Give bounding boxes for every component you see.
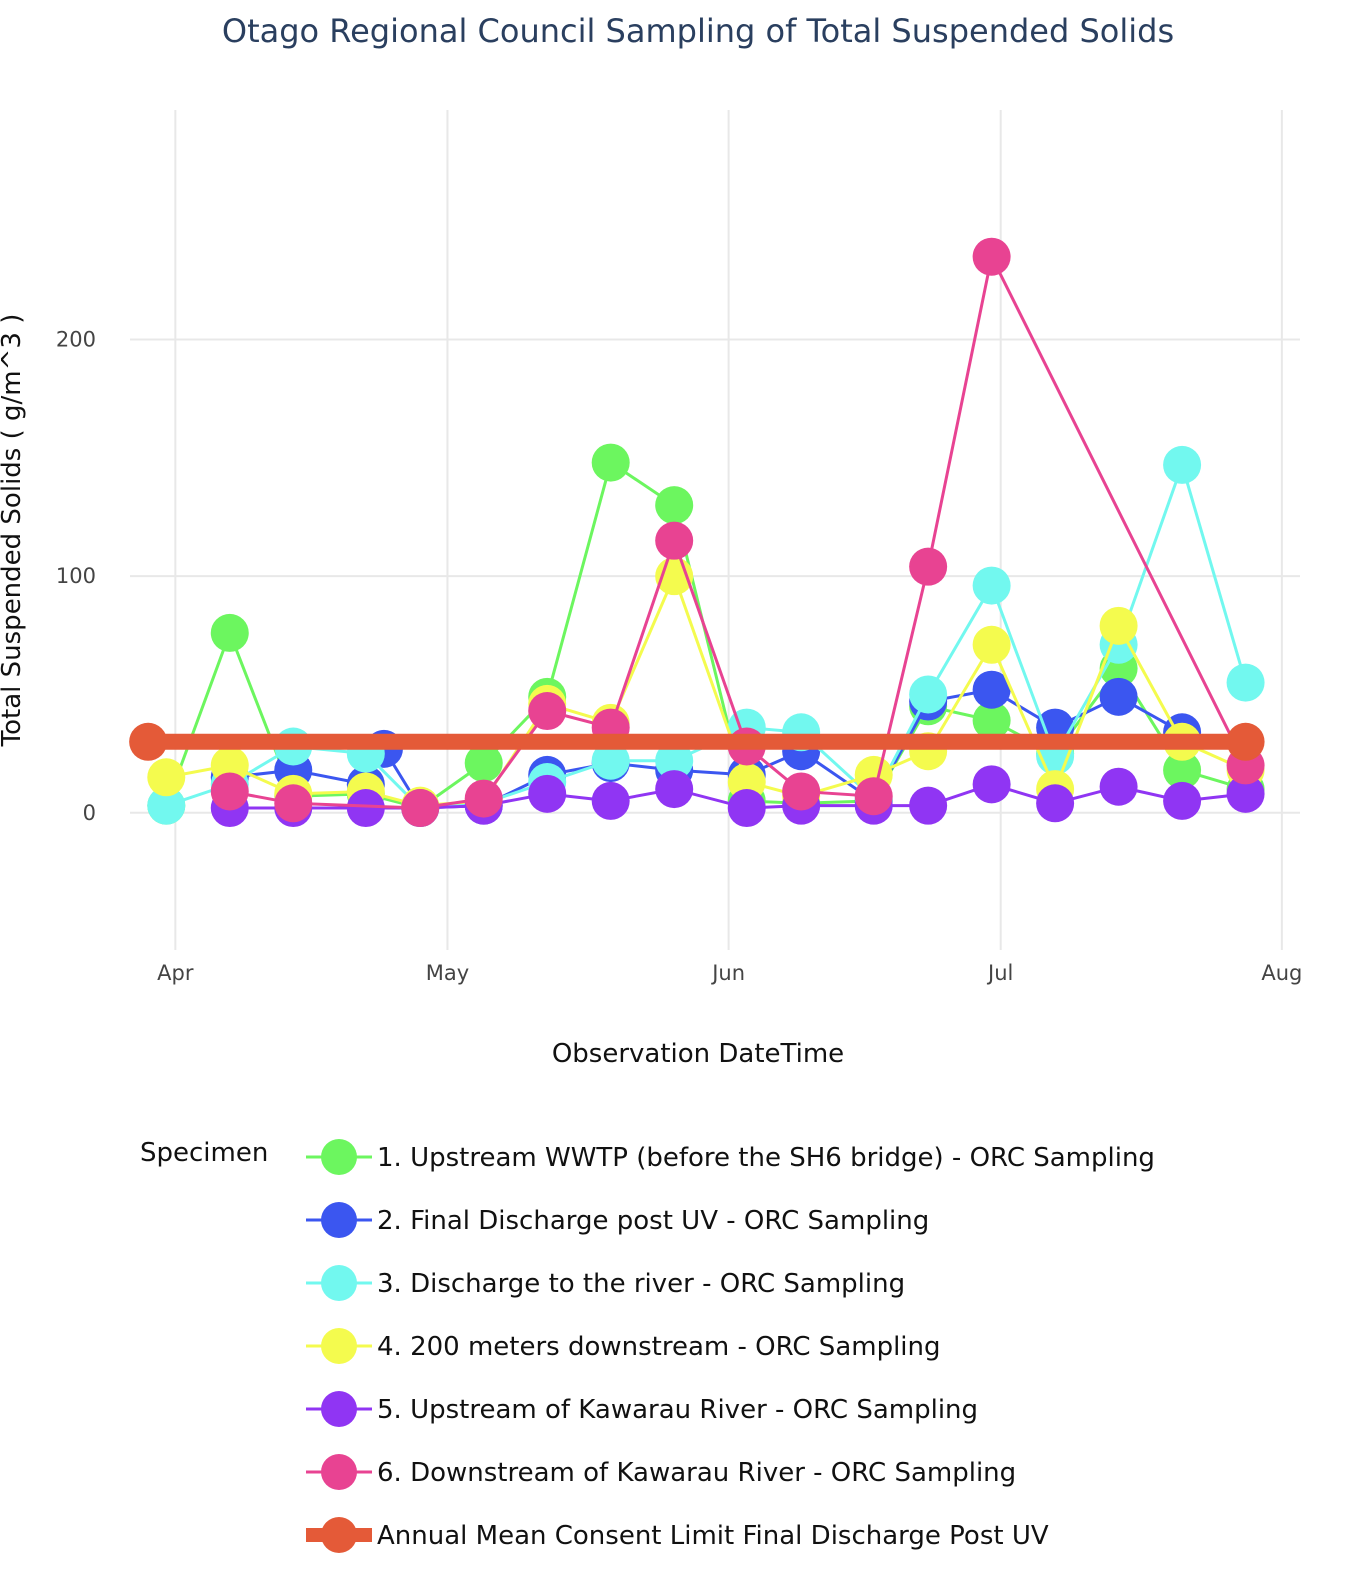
legend-item[interactable]: Annual Mean Consent Limit Final Discharg… (306, 1517, 1049, 1553)
data-point[interactable] (854, 777, 893, 816)
legend-marker (321, 1139, 357, 1175)
x-tick-label: May (426, 961, 469, 985)
data-point[interactable] (972, 237, 1011, 276)
data-point[interactable] (528, 692, 567, 731)
data-point[interactable] (655, 741, 694, 780)
data-point[interactable] (1226, 722, 1265, 761)
x-axis-title: Observation DateTime (552, 1039, 844, 1069)
data-point[interactable] (655, 770, 694, 809)
data-point[interactable] (528, 774, 567, 813)
legend-item[interactable]: 4. 200 meters downstream - ORC Sampling (306, 1328, 941, 1364)
data-point[interactable] (1226, 774, 1265, 813)
legend-item[interactable]: 1. Upstream WWTP (before the SH6 bridge)… (306, 1139, 1155, 1175)
data-point[interactable] (591, 781, 630, 820)
series-1 (147, 443, 1265, 828)
legend-marker (321, 1265, 357, 1301)
legend-label: 1. Upstream WWTP (before the SH6 bridge)… (377, 1143, 1155, 1173)
legend-marker (321, 1328, 357, 1364)
data-point[interactable] (909, 786, 948, 825)
data-point[interactable] (591, 443, 630, 482)
legend-item[interactable]: 5. Upstream of Kawarau River - ORC Sampl… (306, 1391, 978, 1427)
data-point[interactable] (727, 763, 766, 801)
y-axis-title: Total Suspended Solids ( g/m^3 ) (0, 314, 27, 748)
x-tick-label: Aug (1261, 961, 1302, 985)
legend-label: 6. Downstream of Kawarau River - ORC Sam… (377, 1458, 1016, 1488)
legend-label: Annual Mean Consent Limit Final Discharg… (377, 1521, 1049, 1551)
data-point[interactable] (129, 722, 168, 761)
legend-label: 5. Upstream of Kawarau River - ORC Sampl… (377, 1395, 978, 1425)
data-point[interactable] (727, 789, 766, 828)
data-point[interactable] (401, 789, 440, 828)
data-point[interactable] (1036, 784, 1075, 823)
data-point[interactable] (346, 789, 385, 828)
data-point[interactable] (972, 566, 1011, 605)
data-point[interactable] (1099, 677, 1138, 716)
legend-item[interactable]: 6. Downstream of Kawarau River - ORC Sam… (306, 1454, 1016, 1490)
data-point[interactable] (1099, 767, 1138, 806)
data-point[interactable] (972, 765, 1011, 804)
data-point[interactable] (147, 786, 186, 825)
data-point[interactable] (972, 701, 1011, 740)
legend-marker (321, 1517, 357, 1553)
data-point[interactable] (655, 486, 694, 525)
legend-label: 2. Final Discharge post UV - ORC Samplin… (377, 1206, 929, 1236)
data-point[interactable] (909, 547, 948, 586)
data-point[interactable] (147, 758, 186, 797)
data-point[interactable] (464, 744, 503, 783)
data-point[interactable] (210, 613, 249, 652)
legend-marker (321, 1391, 357, 1427)
data-point[interactable] (655, 521, 694, 560)
data-point[interactable] (1163, 445, 1202, 484)
y-tick-label: 200 (56, 328, 96, 352)
data-point[interactable] (210, 772, 249, 811)
data-point[interactable] (972, 670, 1011, 709)
data-point[interactable] (909, 675, 948, 714)
data-point[interactable] (782, 772, 821, 811)
legend-title: Specimen (140, 1138, 268, 1168)
legend-item[interactable]: 2. Final Discharge post UV - ORC Samplin… (306, 1202, 929, 1238)
data-point[interactable] (1226, 663, 1265, 702)
legend-item[interactable]: 3. Discharge to the river - ORC Sampling (306, 1265, 905, 1301)
chart-title: Otago Regional Council Sampling of Total… (222, 12, 1174, 50)
data-point[interactable] (1163, 781, 1202, 820)
legend-marker (321, 1202, 357, 1238)
data-point[interactable] (591, 741, 630, 780)
y-tick-label: 100 (56, 564, 96, 588)
data-point[interactable] (1099, 606, 1138, 645)
data-point[interactable] (464, 779, 503, 818)
x-tick-label: Apr (157, 961, 194, 985)
legend-label: 4. 200 meters downstream - ORC Sampling (377, 1332, 941, 1362)
data-point[interactable] (1163, 751, 1202, 790)
legend-label: 3. Discharge to the river - ORC Sampling (377, 1269, 905, 1299)
series-7 (129, 722, 1265, 761)
data-point[interactable] (972, 625, 1011, 664)
legend-marker (321, 1454, 357, 1490)
data-point[interactable] (274, 784, 313, 823)
series-line (164, 460, 1247, 810)
y-tick-label: 0 (83, 801, 96, 825)
x-tick-label: Jun (710, 961, 745, 985)
series-4 (147, 557, 1265, 825)
data-point[interactable] (210, 746, 249, 785)
x-tick-label: Jul (986, 961, 1013, 985)
